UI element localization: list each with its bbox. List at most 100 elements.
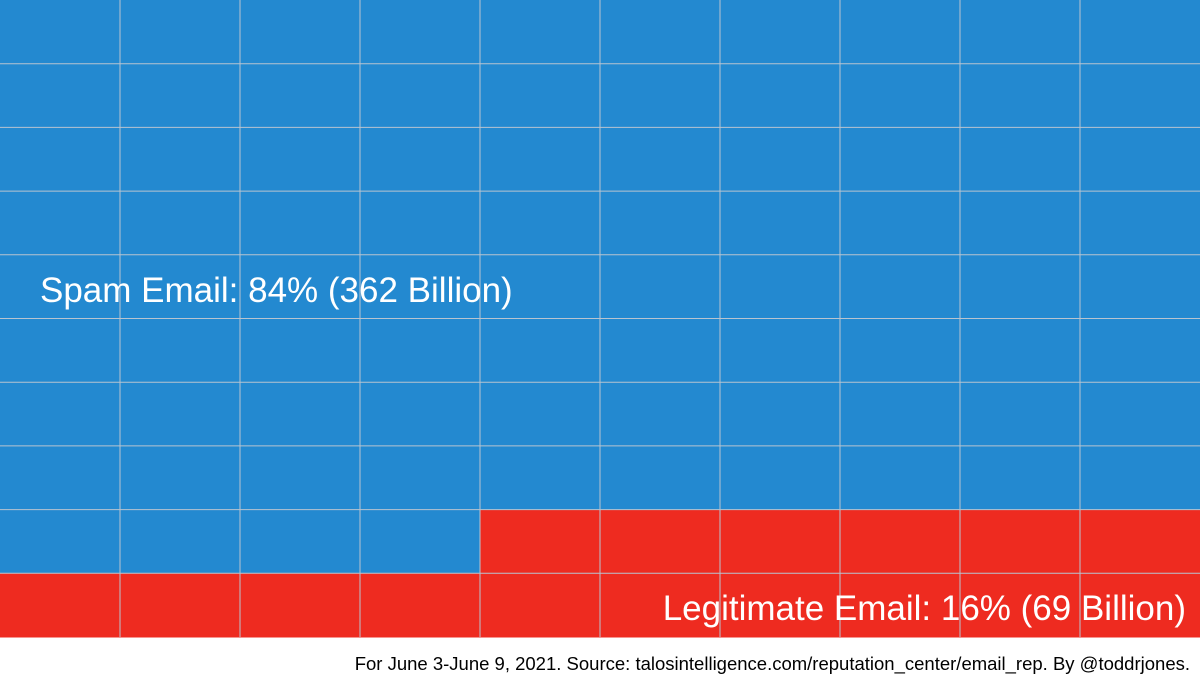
waffle-cell [0, 127, 121, 192]
waffle-cell [360, 318, 481, 383]
waffle-cell [240, 382, 361, 447]
waffle-cell [480, 127, 601, 192]
waffle-cell [0, 573, 121, 638]
waffle-cell [120, 382, 241, 447]
waffle-cell [120, 445, 241, 511]
waffle-cell [600, 63, 721, 128]
waffle-cell [0, 254, 121, 319]
waffle-cell [840, 127, 961, 192]
waffle-cell [960, 127, 1081, 192]
waffle-cell [960, 509, 1081, 574]
waffle-cell [840, 445, 961, 511]
waffle-cell [120, 509, 241, 574]
waffle-cell [1080, 318, 1200, 383]
waffle-cell [240, 63, 361, 128]
waffle-cell [0, 509, 121, 574]
waffle-cell [1080, 127, 1200, 192]
spam-email-label: Spam Email: 84% (362 Billion) [40, 271, 513, 310]
waffle-cell [1080, 382, 1200, 447]
waffle-cell [720, 382, 841, 447]
waffle-cell [960, 191, 1081, 256]
waffle-cell [600, 127, 721, 192]
waffle-cell [840, 191, 961, 256]
waffle-cell [840, 509, 961, 574]
waffle-cell [1080, 445, 1200, 511]
waffle-cell [600, 318, 721, 383]
waffle-cell [360, 191, 481, 256]
waffle-cell [120, 127, 241, 192]
waffle-cell [720, 63, 841, 128]
waffle-cell [0, 0, 121, 65]
waffle-cell [480, 63, 601, 128]
waffle-cell [720, 509, 841, 574]
waffle-gridlines [0, 0, 1200, 637]
waffle-cell [480, 445, 601, 511]
waffle-cell [840, 382, 961, 447]
waffle-cell [240, 573, 361, 638]
waffle-cell [720, 573, 841, 638]
waffle-cell [360, 573, 481, 638]
waffle-cell [600, 254, 721, 319]
waffle-cell [360, 0, 481, 65]
waffle-cell [1080, 509, 1200, 574]
waffle-cell [1080, 63, 1200, 128]
waffle-cell [720, 191, 841, 256]
waffle-cell [360, 445, 481, 511]
waffle-cell [0, 382, 121, 447]
waffle-cell [480, 382, 601, 447]
waffle-cell [600, 382, 721, 447]
waffle-cell [0, 318, 121, 383]
waffle-cell [600, 509, 721, 574]
waffle-cell [0, 63, 121, 128]
waffle-cell [480, 573, 601, 638]
waffle-cell [480, 509, 601, 574]
waffle-cell [480, 254, 601, 319]
waffle-cell [240, 318, 361, 383]
waffle-cell [960, 0, 1081, 65]
waffle-cell [1080, 0, 1200, 65]
waffle-cell [720, 254, 841, 319]
waffle-cell [840, 573, 961, 638]
waffle-cell [600, 445, 721, 511]
waffle-cell [840, 0, 961, 65]
waffle-cell [960, 445, 1081, 511]
waffle-cell [240, 254, 361, 319]
waffle-cell [960, 382, 1081, 447]
waffle-cell [360, 63, 481, 128]
waffle-cell [480, 191, 601, 256]
waffle-cell [360, 127, 481, 192]
waffle-cell [360, 382, 481, 447]
waffle-cell [240, 191, 361, 256]
waffle-cell [1080, 254, 1200, 319]
waffle-cell [840, 254, 961, 319]
source-footnote: For June 3-June 9, 2021. Source: talosin… [355, 653, 1190, 675]
waffle-cell [840, 63, 961, 128]
waffle-cell [120, 63, 241, 128]
waffle-cell [1080, 573, 1200, 638]
waffle-cell [720, 0, 841, 65]
waffle-cell [720, 127, 841, 192]
waffle-cell [0, 191, 121, 256]
waffle-cell [480, 0, 601, 65]
waffle-cell [240, 445, 361, 511]
waffle-cell [240, 0, 361, 65]
waffle-cell [1080, 191, 1200, 256]
waffle-cell [600, 0, 721, 65]
waffle-cell [720, 445, 841, 511]
waffle-cells [0, 0, 1200, 638]
waffle-cell [360, 254, 481, 319]
waffle-cell [960, 254, 1081, 319]
waffle-cell [960, 63, 1081, 128]
waffle-cell [480, 318, 601, 383]
waffle-cell [960, 573, 1081, 638]
waffle-cell [120, 318, 241, 383]
waffle-cell [600, 573, 721, 638]
waffle-cell [720, 318, 841, 383]
waffle-cell [120, 0, 241, 65]
waffle-cell [120, 573, 241, 638]
waffle-cell [960, 318, 1081, 383]
waffle-cell [240, 509, 361, 574]
waffle-cell [840, 318, 961, 383]
